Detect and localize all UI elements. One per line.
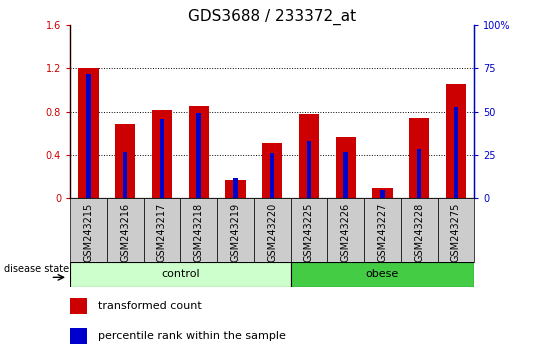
Bar: [438, 198, 474, 262]
Bar: [336, 137, 356, 198]
Bar: [189, 105, 209, 198]
Bar: [343, 152, 348, 198]
Bar: [254, 198, 291, 262]
Text: control: control: [161, 269, 199, 279]
Text: GSM243217: GSM243217: [157, 203, 167, 262]
Text: GSM243225: GSM243225: [304, 203, 314, 262]
Bar: [291, 198, 327, 262]
Bar: [401, 198, 438, 262]
Text: GSM243228: GSM243228: [414, 203, 424, 262]
Bar: [78, 68, 99, 198]
Text: GSM243215: GSM243215: [84, 203, 93, 262]
Text: transformed count: transformed count: [99, 301, 202, 311]
Bar: [372, 188, 392, 198]
Bar: [262, 143, 282, 198]
Text: GSM243219: GSM243219: [231, 203, 240, 262]
Bar: [152, 110, 172, 198]
Bar: [364, 198, 401, 262]
Bar: [225, 180, 246, 198]
Bar: [70, 198, 107, 262]
Bar: [143, 198, 181, 262]
Bar: [417, 149, 421, 198]
Text: GSM243216: GSM243216: [120, 203, 130, 262]
Bar: [181, 198, 217, 262]
Bar: [70, 327, 87, 344]
Bar: [299, 114, 319, 198]
Bar: [217, 198, 254, 262]
Bar: [123, 152, 127, 198]
Text: GSM243218: GSM243218: [194, 203, 204, 262]
Bar: [233, 178, 238, 198]
Bar: [107, 198, 143, 262]
Text: GSM243227: GSM243227: [377, 203, 388, 262]
Text: obese: obese: [366, 269, 399, 279]
Bar: [270, 153, 274, 198]
Bar: [197, 113, 201, 198]
Bar: [446, 84, 466, 198]
Text: GSM243220: GSM243220: [267, 203, 277, 262]
Bar: [86, 74, 91, 198]
Bar: [160, 119, 164, 198]
Text: percentile rank within the sample: percentile rank within the sample: [99, 331, 286, 341]
Bar: [409, 118, 429, 198]
Bar: [307, 141, 311, 198]
Bar: [380, 190, 385, 198]
Text: GSM243275: GSM243275: [451, 203, 461, 262]
Bar: [70, 262, 291, 287]
Bar: [327, 198, 364, 262]
Bar: [291, 262, 474, 287]
Title: GDS3688 / 233372_at: GDS3688 / 233372_at: [188, 8, 356, 25]
Bar: [70, 297, 87, 314]
Text: GSM243226: GSM243226: [341, 203, 351, 262]
Bar: [115, 124, 135, 198]
Text: disease state: disease state: [4, 264, 68, 274]
Bar: [454, 107, 458, 198]
